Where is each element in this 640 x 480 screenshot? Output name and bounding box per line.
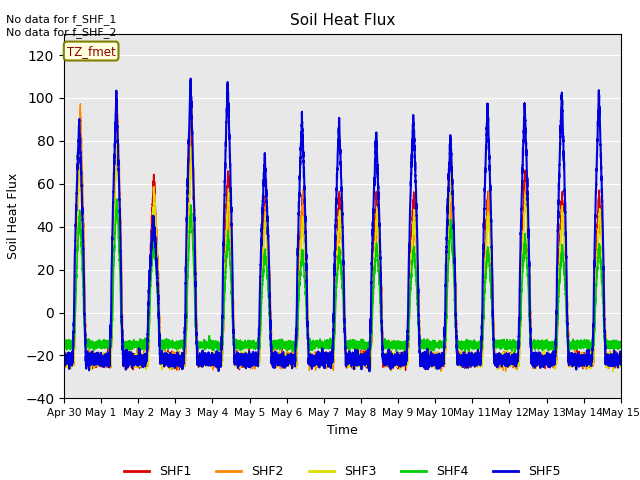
SHF5 [594, 138, 602, 144]
SHF1 [60, 352, 68, 358]
SHF4 [594, 264, 602, 270]
SHF4 [324, 345, 332, 351]
SHF1 [250, 356, 257, 362]
SHF4 [587, 347, 595, 352]
Text: No data for f_SHF_1
No data for f_SHF_2: No data for f_SHF_1 No data for f_SHF_2 [6, 14, 117, 38]
SHF2 [502, 369, 509, 374]
SHF3 [467, 354, 475, 360]
X-axis label: Time: Time [327, 424, 358, 437]
SHF5 [587, 360, 595, 365]
SHF5 [365, 369, 373, 374]
SHF5 [467, 356, 475, 362]
SHF2 [467, 364, 475, 370]
SHF1 [594, 219, 602, 225]
SHF4 [617, 342, 625, 348]
SHF1 [113, 97, 121, 103]
SHF1 [402, 367, 410, 373]
SHF2 [250, 358, 257, 364]
Title: Soil Heat Flux: Soil Heat Flux [290, 13, 395, 28]
SHF2 [483, 225, 491, 230]
Y-axis label: Soil Heat Flux: Soil Heat Flux [6, 173, 20, 259]
SHF3 [594, 240, 602, 246]
SHF2 [617, 351, 625, 357]
SHF5 [250, 356, 257, 361]
SHF3 [60, 351, 68, 357]
Legend: SHF1, SHF2, SHF3, SHF4, SHF5: SHF1, SHF2, SHF3, SHF4, SHF5 [119, 460, 566, 480]
SHF5 [324, 353, 332, 359]
SHF4 [113, 196, 120, 202]
Text: TZ_fmet: TZ_fmet [67, 45, 116, 58]
SHF2 [324, 359, 332, 365]
SHF4 [60, 342, 68, 348]
Line: SHF1: SHF1 [64, 100, 621, 370]
SHF3 [324, 357, 332, 362]
Line: SHF5: SHF5 [64, 79, 621, 372]
SHF3 [250, 351, 257, 357]
SHF4 [467, 342, 475, 348]
SHF5 [483, 122, 491, 128]
Line: SHF2: SHF2 [64, 104, 621, 372]
SHF5 [187, 76, 195, 82]
SHF3 [113, 131, 121, 136]
Line: SHF3: SHF3 [64, 133, 621, 372]
SHF4 [250, 339, 257, 345]
SHF1 [467, 356, 475, 362]
SHF3 [483, 235, 491, 241]
SHF3 [587, 358, 595, 364]
SHF1 [483, 210, 491, 216]
SHF2 [60, 358, 68, 364]
SHF3 [617, 354, 625, 360]
SHF1 [324, 355, 332, 361]
SHF3 [609, 369, 617, 375]
SHF2 [594, 250, 602, 256]
SHF1 [587, 363, 595, 369]
SHF1 [617, 356, 625, 362]
SHF4 [483, 260, 491, 265]
SHF5 [617, 356, 625, 362]
SHF2 [76, 101, 84, 107]
Line: SHF4: SHF4 [64, 199, 621, 352]
SHF2 [587, 348, 595, 354]
SHF4 [511, 349, 518, 355]
SHF5 [60, 356, 68, 361]
